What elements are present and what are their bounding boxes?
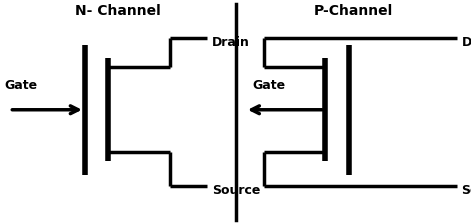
Text: Gate: Gate	[252, 79, 285, 92]
Text: Source: Source	[462, 184, 471, 197]
Text: Gate: Gate	[5, 79, 38, 92]
Text: Drain: Drain	[212, 36, 250, 49]
Text: Source: Source	[212, 184, 260, 197]
Text: Drain: Drain	[462, 36, 471, 49]
Text: P-Channel: P-Channel	[314, 4, 393, 18]
Text: N- Channel: N- Channel	[75, 4, 161, 18]
